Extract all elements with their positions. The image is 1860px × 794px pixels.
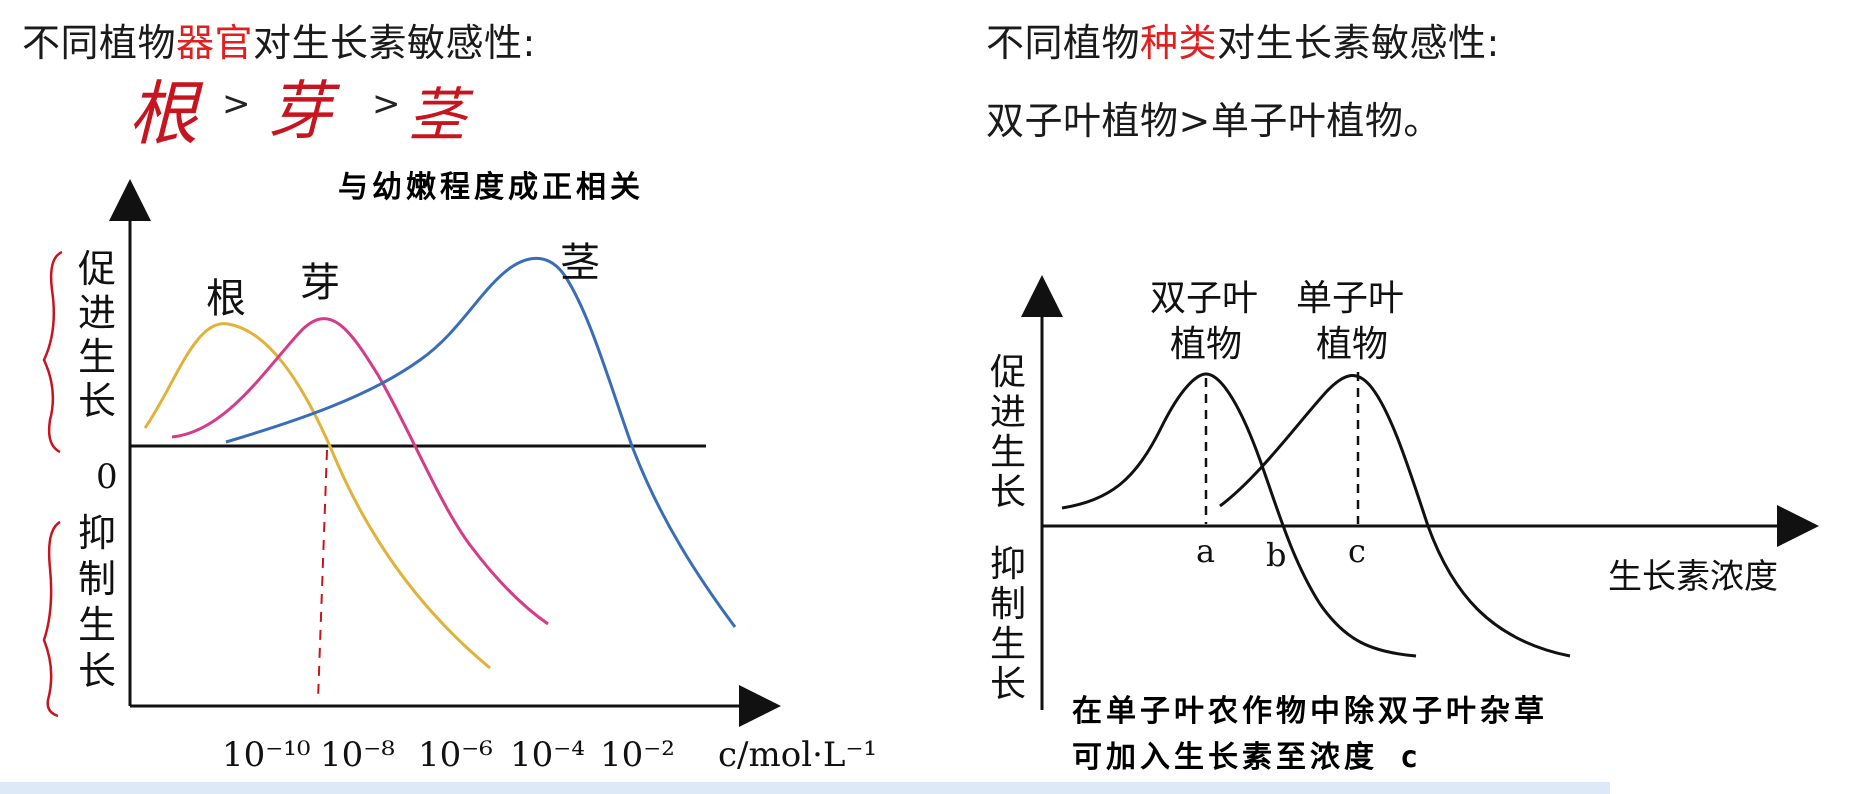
curve-root bbox=[143, 322, 491, 670]
right-note-line-1: 在单子叶农作物中除双子叶杂草 bbox=[1072, 694, 1548, 729]
curve-monocot bbox=[1219, 374, 1571, 658]
dicot-label-line-2: 植物 bbox=[1170, 324, 1242, 365]
right-y-label-inhibit: 抑 制 生 长 bbox=[990, 544, 1026, 705]
handwritten-gt-2: > bbox=[372, 84, 401, 124]
right-ylabel-bottom-3: 长 bbox=[990, 664, 1026, 705]
point-b-label: b bbox=[1266, 536, 1286, 574]
right-heading-highlight: 种类 bbox=[1140, 21, 1218, 65]
right-ylabel-bottom-2: 生 bbox=[990, 624, 1026, 665]
left-x-axis-label: c/mol·L⁻¹ bbox=[718, 735, 877, 775]
right-ylabel-top-2: 生 bbox=[990, 432, 1026, 473]
handwritten-gt-1: > bbox=[222, 84, 251, 124]
left-heading: 不同植物器官对生长素敏感性: bbox=[22, 12, 536, 67]
left-ylabel-top-1: 进 bbox=[78, 291, 116, 335]
left-ylabel-bottom-0: 抑 bbox=[78, 511, 116, 555]
right-chart: 促 进 生 长 抑 制 生 长 a b c 双子叶 植物 单子叶 植物 生长素浓… bbox=[990, 275, 1819, 710]
handwritten-root: 根 bbox=[128, 73, 198, 155]
x-tick-1e-4: 10⁻⁴ bbox=[510, 735, 585, 775]
left-origin-label: 0 bbox=[96, 457, 118, 497]
left-y-label-promote: 促 进 生 长 bbox=[78, 247, 116, 423]
monocot-label-line-2: 植物 bbox=[1316, 324, 1388, 365]
right-x-axis-label: 生长素浓度 bbox=[1608, 557, 1778, 597]
curve-bud bbox=[171, 317, 549, 626]
x-tick-1e-2: 10⁻² bbox=[600, 735, 675, 775]
right-ylabel-top-3: 长 bbox=[990, 472, 1026, 513]
left-x-ticks: 10⁻¹⁰ 10⁻⁸ 10⁻⁶ 10⁻⁴ 10⁻² bbox=[222, 735, 675, 775]
right-heading-post: 对生长素敏感性: bbox=[1217, 21, 1500, 65]
left-ylabel-bottom-2: 生 bbox=[78, 603, 116, 647]
left-note: 与幼嫩程度成正相关 bbox=[338, 170, 644, 205]
left-heading-post: 对生长素敏感性: bbox=[253, 21, 536, 65]
handwritten-stem: 茎 bbox=[408, 81, 467, 149]
curve-bud-label: 芽 bbox=[300, 260, 340, 306]
right-subheading: 双子叶植物>单子叶植物。 bbox=[986, 99, 1442, 143]
curve-dicot bbox=[1061, 372, 1417, 658]
curve-root-label: 根 bbox=[206, 276, 246, 322]
right-ylabel-bottom-1: 制 bbox=[990, 584, 1026, 625]
right-heading-pre: 不同植物 bbox=[986, 21, 1141, 65]
left-ylabel-top-2: 生 bbox=[78, 335, 116, 379]
bottom-band bbox=[0, 782, 1610, 794]
curve-stem-label: 茎 bbox=[560, 240, 600, 286]
left-chart: 促 进 生 长 0 抑 制 生 长 根 芽 茎 10⁻¹⁰ 10⁻⁸ 10⁻⁶ … bbox=[42, 179, 877, 775]
right-ylabel-top-1: 进 bbox=[990, 392, 1026, 433]
x-tick-1e-8: 10⁻⁸ bbox=[320, 735, 395, 775]
red-brace-inhibit bbox=[42, 520, 61, 718]
point-a-label: a bbox=[1196, 532, 1215, 570]
red-dashed-line bbox=[317, 449, 328, 701]
red-brace-promote bbox=[42, 250, 63, 454]
right-note-line-2: 可加入生长素至浓度 c bbox=[1072, 740, 1423, 775]
left-ylabel-bottom-1: 制 bbox=[78, 557, 116, 601]
x-tick-1e-10: 10⁻¹⁰ bbox=[222, 735, 310, 775]
left-ylabel-bottom-3: 长 bbox=[78, 649, 116, 693]
left-ylabel-top-0: 促 bbox=[78, 247, 116, 291]
left-heading-highlight: 器官 bbox=[176, 21, 254, 65]
curve-stem bbox=[225, 256, 737, 628]
right-ylabel-top-0: 促 bbox=[990, 352, 1026, 393]
right-ylabel-bottom-0: 抑 bbox=[990, 544, 1026, 585]
right-heading: 不同植物种类对生长素敏感性: bbox=[986, 12, 1500, 67]
left-heading-pre: 不同植物 bbox=[22, 21, 177, 65]
point-c-label: c bbox=[1348, 532, 1366, 570]
x-tick-1e-6: 10⁻⁶ bbox=[418, 735, 493, 775]
right-y-label-promote: 促 进 生 长 bbox=[990, 352, 1026, 513]
dicot-label-line-1: 双子叶 bbox=[1150, 278, 1258, 319]
left-ylabel-top-3: 长 bbox=[78, 379, 116, 423]
handwritten-bud: 芽 bbox=[268, 75, 332, 149]
left-y-label-inhibit: 抑 制 生 长 bbox=[78, 511, 116, 693]
monocot-label-line-1: 单子叶 bbox=[1296, 278, 1404, 319]
